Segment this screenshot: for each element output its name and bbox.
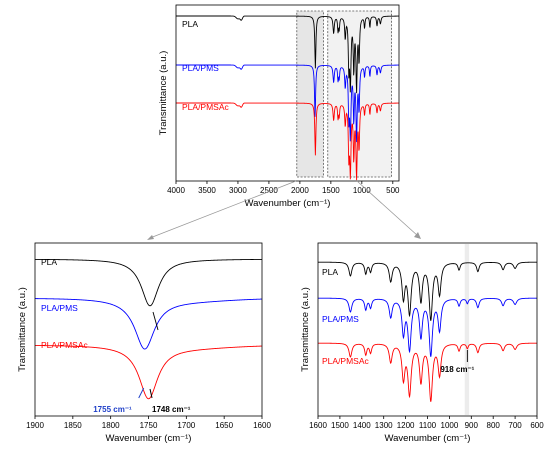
x-tick-label: 500 (386, 186, 400, 195)
x-tick-label: 700 (508, 421, 522, 430)
series-line-pla-pms (35, 298, 263, 350)
chart-panel-full: PLA PLA/PMS PLA/PMSAc 4000 3500 3000 2500 2000 1… (158, 4, 400, 209)
series-label: PLA/PMSAc (41, 340, 89, 350)
x-tick-label: 1500 (322, 186, 340, 195)
x-tick-label: 900 (465, 421, 479, 430)
zoom-connector-line (356, 180, 419, 237)
series-label: PLA/PMS (41, 303, 78, 313)
x-tick-label: 3500 (198, 186, 216, 195)
y-axis-title: Transmittance (a.u.) (158, 51, 169, 136)
annotation-arrow (149, 388, 153, 399)
annotation-label: 1755 cm⁻¹ (93, 405, 132, 414)
x-tick-label: 1100 (419, 421, 437, 430)
series-label: PLA (182, 19, 198, 29)
annotation-label: 918 cm⁻¹ (440, 365, 474, 374)
highlight-band (464, 244, 470, 415)
plot-frame (34, 242, 263, 417)
x-axis-title: Wavenumber (cm⁻¹) (245, 198, 331, 209)
x-tick-label: 1300 (375, 421, 393, 430)
x-tick-label: 1200 (397, 421, 415, 430)
series-line-pla (34, 258, 262, 307)
series-label: PLA/PMSAc (322, 356, 370, 366)
x-tick-label: 1600 (309, 421, 327, 430)
x-tick-label: 3000 (229, 186, 247, 195)
series-line-pla (318, 261, 537, 321)
annotation-arrow (138, 387, 145, 399)
x-tick-label: 1650 (215, 421, 233, 430)
x-tick-label: 1600 (253, 421, 271, 430)
arrowhead-icon (414, 232, 421, 239)
x-tick-label: 2500 (260, 186, 278, 195)
x-tick-label: 1000 (353, 186, 371, 195)
x-tick-label: 1400 (353, 421, 371, 430)
x-tick-label: 600 (530, 421, 544, 430)
x-tick-label: 4000 (167, 186, 185, 195)
x-axis-title: Wavenumber (cm⁻¹) (106, 433, 192, 444)
plot-frame (175, 4, 400, 182)
annotation-arrow (152, 311, 159, 331)
series-line-pla (176, 15, 399, 94)
zoom-connector-line (149, 180, 297, 239)
x-tick-label: 1850 (64, 421, 82, 430)
series-line-pla-pmsac (318, 342, 537, 402)
series-line-pla-pmsac (176, 102, 399, 181)
x-axis-title: Wavenumber (cm⁻¹) (385, 433, 471, 444)
arrowhead-icon (147, 235, 154, 240)
x-tick-label: 2000 (291, 186, 309, 195)
series-label: PLA/PMSAc (182, 102, 230, 112)
series-line-pla-pmsac (35, 345, 263, 400)
x-tick-label: 1800 (102, 421, 120, 430)
x-tick-label: 1500 (331, 421, 349, 430)
annotation-label: 1748 cm⁻¹ (152, 405, 191, 414)
y-axis-title: Transmittance (a.u.) (17, 287, 28, 372)
series-label: PLA (41, 257, 57, 267)
x-tick-label: 1750 (140, 421, 158, 430)
x-tick-label: 1700 (177, 421, 195, 430)
chart-panel-fingerprint-zoom: PLA PLA/PMS PLA/PMSAc 1600 1500 1400 1300 1200 1… (300, 242, 544, 444)
series-line-pla-pms (176, 64, 399, 143)
x-tick-label: 1000 (441, 421, 459, 430)
x-tick-label: 1900 (26, 421, 44, 430)
series-label: PLA (322, 267, 338, 277)
series-line-pla-pms (318, 297, 537, 357)
chart-panel-carbonyl-zoom: PLA PLA/PMS PLA/PMSAc 1900 1850 1800 1750 1700 1… (17, 242, 271, 444)
highlight-region (296, 10, 324, 178)
series-label: PLA/PMS (182, 63, 219, 73)
zoom-connectors (147, 180, 421, 240)
y-axis-title: Transmittance (a.u.) (300, 287, 311, 372)
series-label: PLA/PMS (322, 314, 359, 324)
x-tick-label: 800 (487, 421, 501, 430)
